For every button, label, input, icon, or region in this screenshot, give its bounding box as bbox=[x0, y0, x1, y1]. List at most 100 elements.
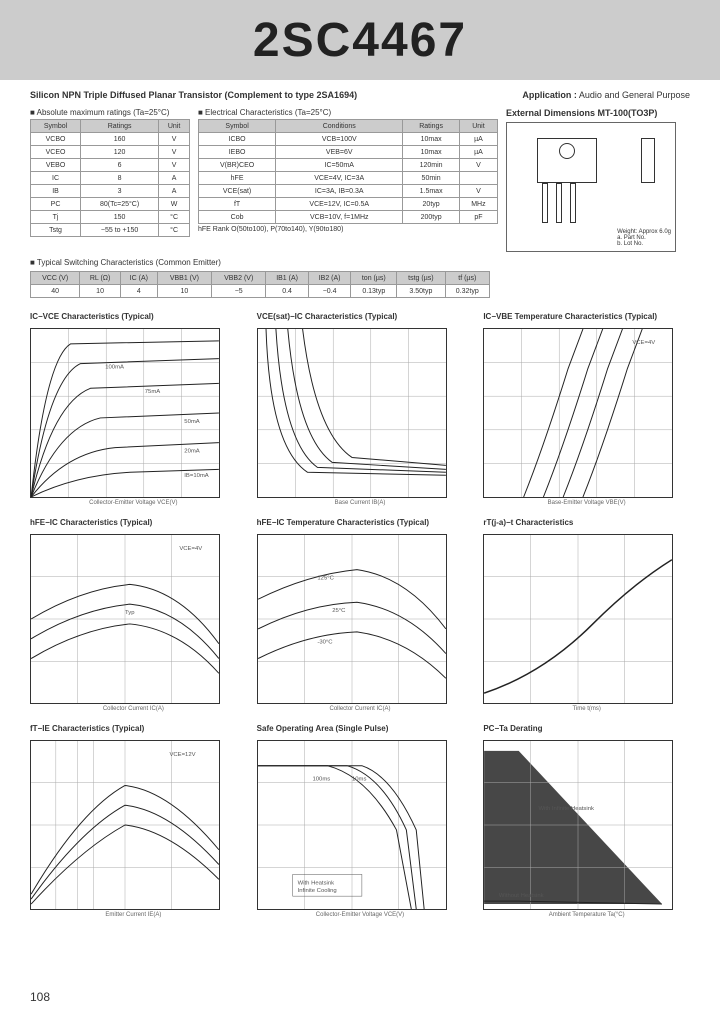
chart-plot: VCE=4V bbox=[483, 328, 673, 498]
svg-text:VCE=12V: VCE=12V bbox=[169, 752, 195, 758]
ext-dim-title: External Dimensions MT-100(TO3P) bbox=[506, 108, 686, 118]
table-row: 4010410−50.4−0.40.13typ3.50typ0.32typ bbox=[31, 285, 490, 298]
chart-plot: IB=10mA 20mA 50mA 75mA 100mA bbox=[30, 328, 220, 498]
svg-text:Without Heatsink: Without Heatsink bbox=[499, 893, 544, 899]
chart-plot: VCE=12V bbox=[30, 740, 220, 910]
chart-title: rT(j-a)−t Characteristics bbox=[483, 518, 690, 530]
table-row: V(BR)CEOIC=50mA120minV bbox=[199, 159, 498, 172]
chart-rt-t: rT(j-a)−t Characteristics Time t(ms) bbox=[483, 518, 690, 712]
th: Unit bbox=[159, 120, 190, 133]
table-row: Tj150°C bbox=[31, 211, 190, 224]
chart-plot: Typ VCE=4V bbox=[30, 534, 220, 704]
chart-title: VCE(sat)−IC Characteristics (Typical) bbox=[257, 312, 464, 324]
chart-xlabel: Time t(ms) bbox=[483, 706, 690, 712]
abs-max-title: ■ Absolute maximum ratings (Ta=25°C) bbox=[30, 108, 190, 117]
svg-text:VCE=4V: VCE=4V bbox=[179, 546, 202, 552]
pkg-side-view bbox=[641, 138, 655, 183]
chart-plot bbox=[483, 534, 673, 704]
table-row: IEBOVEB=6V10maxµA bbox=[199, 146, 498, 159]
th: Symbol bbox=[199, 120, 276, 133]
table-row: hFEVCE=4V, IC=3A50min bbox=[199, 172, 498, 185]
charts-grid: IC−VCE Characteristics (Typical) IB=10mA… bbox=[30, 312, 690, 918]
svg-text:With Heatsink: With Heatsink bbox=[297, 880, 333, 886]
elec-table: Symbol Conditions Ratings Unit ICBOVCB=1… bbox=[198, 119, 498, 224]
chart-xlabel: Collector-Emitter Voltage VCE(V) bbox=[30, 500, 237, 506]
chart-hfe-ic: hFE−IC Characteristics (Typical) Typ VCE… bbox=[30, 518, 237, 712]
pkg-leads bbox=[542, 183, 576, 223]
application-value: Audio and General Purpose bbox=[579, 90, 690, 100]
chart-plot: 10ms 100ms With Heatsink Infinite Coolin… bbox=[257, 740, 447, 910]
switching-section: ■ Typical Switching Characteristics (Com… bbox=[30, 258, 690, 298]
content-area: Silicon NPN Triple Diffused Planar Trans… bbox=[0, 80, 720, 928]
elec-column: ■ Electrical Characteristics (Ta=25°C) S… bbox=[198, 108, 498, 252]
table-row: VCBO160V bbox=[31, 133, 190, 146]
svg-text:Typ: Typ bbox=[125, 610, 135, 616]
abs-max-column: ■ Absolute maximum ratings (Ta=25°C) Sym… bbox=[30, 108, 190, 252]
chart-plot: With Infinite Heatsink Without Heatsink bbox=[483, 740, 673, 910]
chart-ft-ie: fT−IE Characteristics (Typical) VCE=12V … bbox=[30, 724, 237, 918]
th: Symbol bbox=[31, 120, 81, 133]
svg-text:25°C: 25°C bbox=[332, 608, 346, 614]
hfe-rank-note: hFE Rank O(50to100), P(70to140), Y(90to1… bbox=[198, 226, 498, 233]
table-row: CobVCB=10V, f=1MHz200typpF bbox=[199, 211, 498, 224]
part-number: 2SC4467 bbox=[253, 13, 467, 68]
pkg-lead bbox=[556, 183, 562, 223]
th: Ratings bbox=[81, 120, 159, 133]
chart-title: hFE−IC Temperature Characteristics (Typi… bbox=[257, 518, 464, 530]
chart-pc-ta-derating: PC−Ta Derating With Infinite Heatsink Wi… bbox=[483, 724, 690, 918]
chart-soa: Safe Operating Area (Single Pulse) 10ms … bbox=[257, 724, 464, 918]
pkg-mounting-hole bbox=[559, 143, 575, 159]
switching-table: VCC (V)RL (Ω)IC (A)VBB1 (V)VBB2 (V)IB1 (… bbox=[30, 271, 490, 298]
pkg-lead bbox=[570, 183, 576, 223]
chart-xlabel: Collector-Emitter Voltage VCE(V) bbox=[257, 912, 464, 918]
chart-title: IC−VBE Temperature Characteristics (Typi… bbox=[483, 312, 690, 324]
svg-text:With Infinite Heatsink: With Infinite Heatsink bbox=[539, 806, 595, 812]
table-header-row: Symbol Conditions Ratings Unit bbox=[199, 120, 498, 133]
table-row: ICBOVCB=100V10maxµA bbox=[199, 133, 498, 146]
chart-xlabel: Emitter Current IE(A) bbox=[30, 912, 237, 918]
chart-xlabel: Collector Current IC(A) bbox=[257, 706, 464, 712]
th: Ratings bbox=[403, 120, 460, 133]
chart-vcesat-ic: VCE(sat)−IC Characteristics (Typical) Ba… bbox=[257, 312, 464, 506]
svg-text:20mA: 20mA bbox=[184, 449, 199, 455]
subtitle-text: Silicon NPN Triple Diffused Planar Trans… bbox=[30, 90, 357, 100]
chart-title: fT−IE Characteristics (Typical) bbox=[30, 724, 237, 736]
table-row: fTVCE=12V, IC=0.5A20typMHz bbox=[199, 198, 498, 211]
svg-text:10ms: 10ms bbox=[352, 777, 366, 783]
chart-hfe-ic-temp: hFE−IC Temperature Characteristics (Typi… bbox=[257, 518, 464, 712]
table-row: PC80(Tc=25°C)W bbox=[31, 198, 190, 211]
chart-ic-vbe-temp: IC−VBE Temperature Characteristics (Typi… bbox=[483, 312, 690, 506]
chart-title: Safe Operating Area (Single Pulse) bbox=[257, 724, 464, 736]
elec-title: ■ Electrical Characteristics (Ta=25°C) bbox=[198, 108, 498, 117]
table-row: IB3A bbox=[31, 185, 190, 198]
chart-xlabel: Base Current IB(A) bbox=[257, 500, 464, 506]
svg-text:125°C: 125°C bbox=[317, 575, 334, 581]
package-column: External Dimensions MT-100(TO3P) Weight:… bbox=[506, 108, 686, 252]
chart-title: IC−VCE Characteristics (Typical) bbox=[30, 312, 237, 324]
subtitle-row: Silicon NPN Triple Diffused Planar Trans… bbox=[30, 90, 690, 100]
svg-text:-30°C: -30°C bbox=[317, 640, 333, 646]
chart-title: hFE−IC Characteristics (Typical) bbox=[30, 518, 237, 530]
chart-ic-vce: IC−VCE Characteristics (Typical) IB=10mA… bbox=[30, 312, 237, 506]
table-row: VCE(sat)IC=3A, IB=0.3A1.5maxV bbox=[199, 185, 498, 198]
application-label: Application : bbox=[522, 90, 577, 100]
pkg-weight-note: Weight: Approx 6.0g a. Part No. b. Lot N… bbox=[617, 229, 671, 247]
chart-xlabel: Base-Emitter Voltage VBE(V) bbox=[483, 500, 690, 506]
chart-xlabel: Ambient Temperature Ta(°C) bbox=[483, 912, 690, 918]
svg-text:50mA: 50mA bbox=[184, 419, 199, 425]
top-tables-section: ■ Absolute maximum ratings (Ta=25°C) Sym… bbox=[30, 108, 690, 252]
svg-text:Infinite Cooling: Infinite Cooling bbox=[297, 888, 336, 894]
package-diagram: Weight: Approx 6.0g a. Part No. b. Lot N… bbox=[506, 122, 676, 252]
pkg-lead bbox=[542, 183, 548, 223]
th: Conditions bbox=[276, 120, 403, 133]
page-number: 108 bbox=[30, 990, 50, 1004]
table-row: VCEO120V bbox=[31, 146, 190, 159]
abs-max-table: Symbol Ratings Unit VCBO160V VCEO120V VE… bbox=[30, 119, 190, 237]
svg-text:75mA: 75mA bbox=[145, 389, 160, 395]
chart-plot: 125°C 25°C -30°C bbox=[257, 534, 447, 704]
svg-text:100ms: 100ms bbox=[312, 777, 330, 783]
table-header-row: VCC (V)RL (Ω)IC (A)VBB1 (V)VBB2 (V)IB1 (… bbox=[31, 272, 490, 285]
th: Unit bbox=[459, 120, 497, 133]
svg-text:100mA: 100mA bbox=[105, 365, 124, 371]
application-text: Application : Audio and General Purpose bbox=[522, 90, 690, 100]
